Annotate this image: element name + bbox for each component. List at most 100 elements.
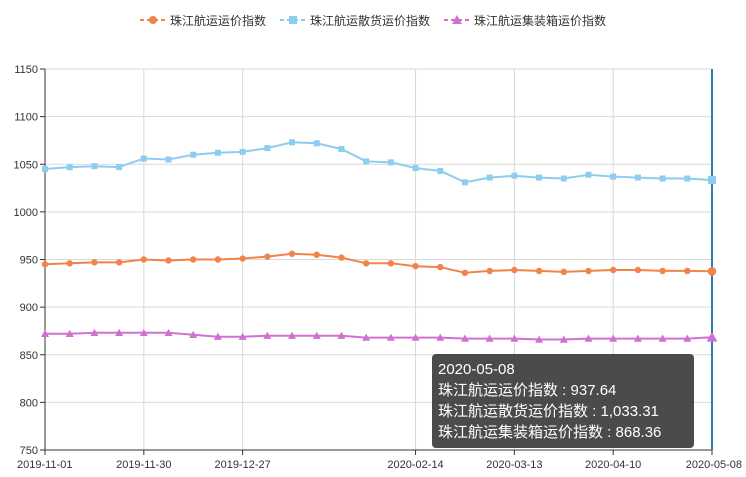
data-point-triangle [238,332,247,340]
tooltip-line: 珠江航运运价指数 : 937.64 [438,382,617,399]
data-point-circle [437,263,444,271]
x-tick-label: 2020-02-14 [387,459,443,471]
data-point-circle [387,260,395,267]
data-point-triangle [535,335,544,343]
data-point-triangle [41,329,49,337]
legend-label: 珠江航运散货运价指数 [309,13,430,28]
data-point-square [412,165,419,172]
data-point-square [239,148,246,155]
data-point-triangle [65,329,74,337]
data-point-triangle [288,331,297,339]
data-point-square [363,158,370,165]
data-point-circle [165,257,172,264]
data-point-circle [560,268,567,276]
data-point-square [140,155,147,162]
data-point-square [116,164,123,171]
chart-tooltip: 2020-05-08 珠江航运运价指数 : 937.64 珠江航运散货运价指数 … [432,354,694,448]
data-point-triangle [164,328,173,337]
data-point-circle [585,267,592,275]
data-point-square [511,172,518,179]
data-point-circle [140,256,148,263]
data-point-circle [362,260,370,267]
data-point-triangle [706,331,718,342]
data-point-triangle [485,334,494,342]
data-point-square [42,166,48,173]
data-point-square [634,174,641,181]
data-point-triangle [263,331,272,339]
data-point-triangle [213,332,222,340]
legend-label: 珠江航运运价指数 [169,13,266,28]
y-tick-label: 1150 [14,64,38,76]
data-point-circle [486,267,493,275]
y-tick-label: 950 [20,255,38,267]
data-point-square [214,149,221,156]
data-point-triangle [658,334,667,342]
data-point-circle [511,266,518,274]
data-point-circle [634,266,642,274]
data-point-circle [535,267,543,275]
data-point-circle [288,250,296,257]
data-point-circle [115,259,123,266]
data-point-circle [412,262,419,270]
tooltip-line: 珠江航运散货运价指数 : 1,033.31 [438,403,659,420]
data-point-square [289,139,296,146]
data-point-circle [313,251,320,258]
data-point-square [610,173,617,180]
data-point-square [486,174,493,181]
data-point-circle [684,267,691,275]
data-point-triangle [411,333,420,341]
data-point-triangle [510,334,519,342]
data-point-square [585,171,592,178]
data-point-square [536,174,543,181]
data-point-triangle [115,328,124,337]
series-line [44,252,713,274]
x-tick-label: 2019-11-01 [17,459,72,471]
data-point-triangle [312,331,321,339]
x-tick-label: 2020-04-10 [585,459,641,471]
data-point-square [190,151,197,158]
y-tick-label: 800 [20,397,38,409]
tooltip-date: 2020-05-08 [438,361,515,378]
data-point-circle [461,269,469,277]
data-point-square [165,156,172,163]
y-tick-label: 1050 [14,159,38,171]
legend-label: 珠江航运集装箱运价指数 [474,13,607,28]
legend-item-container-index[interactable]: 珠江航运集装箱运价指数 [444,12,606,29]
legend-item-freight-index[interactable]: 珠江航运运价指数 [139,12,266,29]
data-point-circle [338,254,345,261]
data-point-triangle [633,334,642,342]
legend-line-circle-icon [139,16,166,24]
data-point-square [684,175,691,182]
tooltip-line: 珠江航运集装箱运价指数 : 868.36 [438,424,662,441]
y-tick-label: 750 [20,445,38,457]
data-point-circle [707,266,717,276]
data-point-circle [66,260,73,267]
data-point-square [437,167,444,174]
chart-legend: 珠江航运运价指数 珠江航运散货运价指数 珠江航运集装箱运价指数 [0,10,746,30]
data-point-triangle [460,334,469,342]
data-point-triangle [584,334,593,342]
data-point-square [659,175,666,182]
data-point-square [338,146,345,153]
legend-item-bulk-index[interactable]: 珠江航运散货运价指数 [279,12,430,29]
data-point-triangle [436,333,445,341]
y-tick-label: 1000 [14,207,38,219]
x-tick-label: 2019-11-30 [116,459,171,471]
data-point-triangle [139,328,148,337]
y-tick-label: 900 [20,302,38,314]
data-point-circle [609,266,617,274]
data-point-square [461,179,468,186]
y-tick-label: 1100 [14,112,38,124]
data-point-square [707,176,717,185]
data-point-triangle [90,328,99,337]
legend-line-square-icon [279,16,306,24]
data-point-triangle [362,333,371,341]
data-point-triangle [609,334,618,342]
series-line [45,331,713,341]
data-point-triangle [683,334,692,342]
data-point-square [313,140,320,147]
data-point-circle [91,259,98,266]
data-point-square [66,164,73,171]
x-tick-label: 2020-03-13 [486,459,542,471]
